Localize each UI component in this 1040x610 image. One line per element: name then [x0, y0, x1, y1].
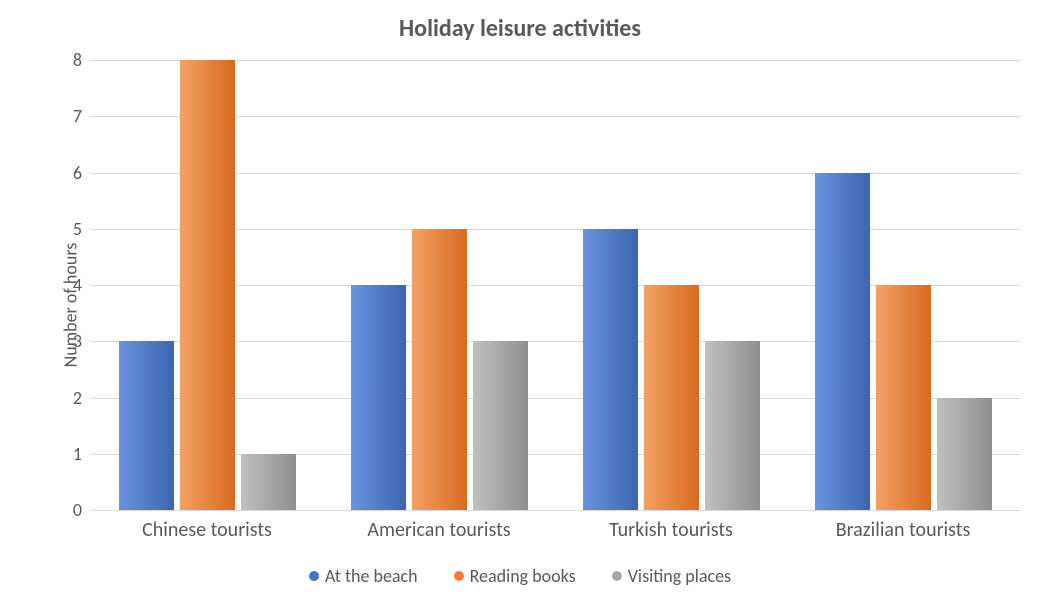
- x-category-label: Chinese tourists: [142, 518, 272, 542]
- x-category-label: Turkish tourists: [609, 518, 733, 542]
- y-tick-label: 8: [56, 49, 82, 71]
- bar: [241, 454, 296, 510]
- legend-item: Visiting places: [612, 565, 731, 587]
- chart-title: Holiday leisure activities: [0, 14, 1040, 43]
- y-tick-label: 5: [56, 218, 82, 240]
- bar: [876, 285, 931, 510]
- legend-label: Reading books: [470, 565, 576, 587]
- y-tick-label: 6: [56, 162, 82, 184]
- y-tick-label: 7: [56, 105, 82, 127]
- legend-swatch: [454, 571, 464, 581]
- x-axis-categories: Chinese tourists American tourists Turkish…: [0, 518, 1040, 548]
- legend-label: Visiting places: [628, 565, 731, 587]
- legend-item: At the beach: [309, 565, 418, 587]
- bar: [815, 173, 870, 511]
- bar: [180, 60, 235, 510]
- bar: [412, 229, 467, 510]
- bar: [119, 341, 174, 510]
- y-tick-label: 4: [56, 274, 82, 296]
- chart-container: Holiday leisure activities Number of hou…: [0, 0, 1040, 610]
- y-tick-label: 1: [56, 443, 82, 465]
- legend-swatch: [612, 571, 622, 581]
- legend-swatch: [309, 571, 319, 581]
- x-category-label: American tourists: [367, 518, 510, 542]
- legend-label: At the beach: [325, 565, 418, 587]
- bar: [473, 341, 528, 510]
- y-tick-label: 2: [56, 387, 82, 409]
- bar: [644, 285, 699, 510]
- bar: [705, 341, 760, 510]
- y-tick-label: 3: [56, 330, 82, 352]
- bar: [583, 229, 638, 510]
- gridline: [90, 510, 1020, 511]
- legend: At the beach Reading books Visiting places: [0, 565, 1040, 587]
- plot-area: 012345678: [90, 60, 1020, 510]
- legend-item: Reading books: [454, 565, 576, 587]
- bar: [937, 398, 992, 511]
- bar: [351, 285, 406, 510]
- x-category-label: Brazilian tourists: [836, 518, 971, 542]
